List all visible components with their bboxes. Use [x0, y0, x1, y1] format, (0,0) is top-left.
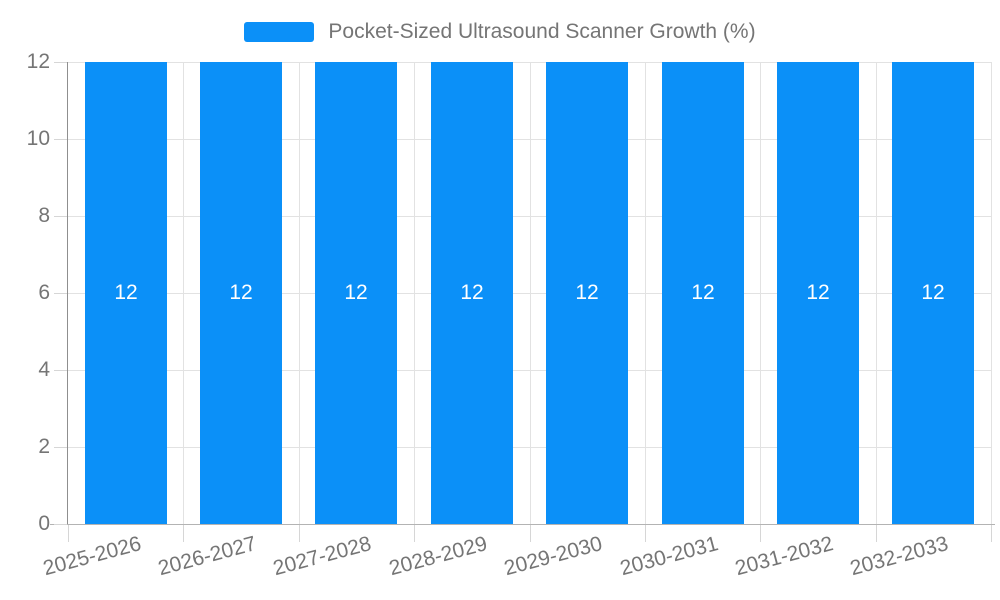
grid-line-vertical	[760, 62, 761, 524]
plot-area: 12 12 12 12 12 12 12 12	[68, 62, 992, 524]
bar-value-label: 12	[806, 281, 830, 304]
bar-value-label: 12	[114, 281, 138, 304]
grid-line-horizontal	[68, 293, 991, 294]
grid-line-horizontal	[68, 370, 991, 371]
y-axis-tick	[54, 62, 67, 63]
grid-line-vertical	[183, 62, 184, 524]
x-axis-tick	[183, 525, 184, 542]
x-axis-line	[50, 524, 995, 525]
x-axis-tick	[760, 525, 761, 542]
y-tick-label: 4	[38, 358, 50, 381]
y-tick-label: 10	[26, 127, 50, 150]
bar-value-label: 12	[344, 281, 368, 304]
grid-line-horizontal	[68, 62, 991, 63]
y-axis-tick	[54, 524, 67, 525]
bar[interactable]: 12	[200, 62, 282, 524]
bar[interactable]: 12	[662, 62, 744, 524]
x-axis-tick	[645, 525, 646, 542]
grid-line-vertical	[876, 62, 877, 524]
bar[interactable]: 12	[892, 62, 974, 524]
grid-line-vertical	[991, 62, 992, 524]
y-tick-label: 6	[38, 281, 50, 304]
grid-line-vertical	[414, 62, 415, 524]
bar-value-label: 12	[691, 281, 715, 304]
grid-line-horizontal	[68, 139, 991, 140]
bar[interactable]: 12	[85, 62, 167, 524]
y-axis-tick	[54, 447, 67, 448]
bar-value-label: 12	[229, 281, 253, 304]
chart-legend-item[interactable]: Pocket-Sized Ultrasound Scanner Growth (…	[0, 19, 1000, 45]
grid-line-vertical	[299, 62, 300, 524]
bar[interactable]: 12	[315, 62, 397, 524]
bar[interactable]: 12	[431, 62, 513, 524]
bar-value-label: 12	[921, 281, 945, 304]
grid-line-horizontal	[68, 216, 991, 217]
y-axis-tick	[54, 370, 67, 371]
y-axis-tick	[54, 216, 67, 217]
y-axis-tick	[54, 139, 67, 140]
y-axis-line	[67, 62, 68, 524]
x-axis-tick	[530, 525, 531, 542]
x-axis-tick	[414, 525, 415, 542]
y-tick-label: 0	[38, 512, 50, 535]
x-axis-tick	[991, 525, 992, 542]
y-tick-label: 2	[38, 435, 50, 458]
bar[interactable]: 12	[546, 62, 628, 524]
legend-swatch-icon	[244, 22, 315, 42]
y-axis-tick	[54, 293, 67, 294]
legend-label: Pocket-Sized Ultrasound Scanner Growth (…	[328, 20, 756, 43]
grid-line-vertical	[530, 62, 531, 524]
bar-value-label: 12	[575, 281, 599, 304]
grid-line-horizontal	[68, 447, 991, 448]
bar-value-label: 12	[460, 281, 484, 304]
y-tick-label: 8	[38, 204, 50, 227]
y-tick-label: 12	[26, 50, 50, 73]
bar[interactable]: 12	[777, 62, 859, 524]
x-axis-tick	[68, 525, 69, 542]
x-axis-tick	[876, 525, 877, 542]
x-axis-tick	[299, 525, 300, 542]
grid-line-vertical	[645, 62, 646, 524]
